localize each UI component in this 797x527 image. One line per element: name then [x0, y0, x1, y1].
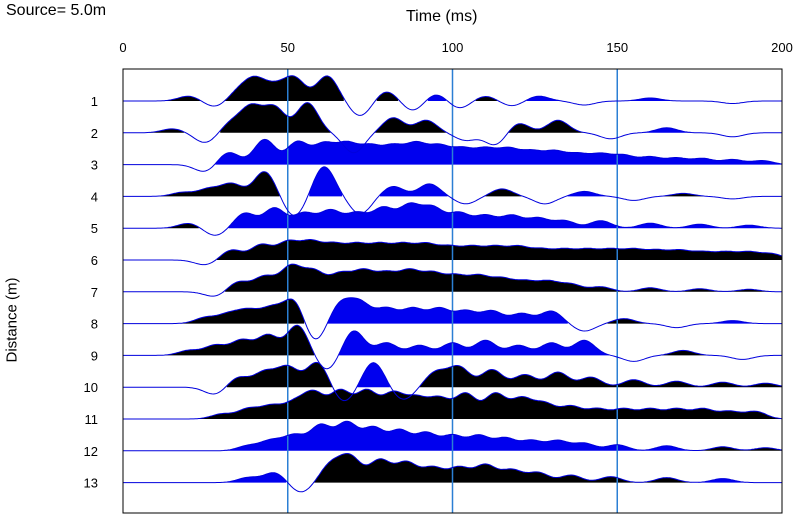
frame-layer [122, 68, 783, 514]
trace-fill-layer [149, 75, 783, 483]
trace-label: 5 [91, 221, 98, 236]
trace-line [123, 166, 782, 216]
trace-lobe-fill [197, 389, 783, 419]
trace-lobe-fill [228, 202, 771, 229]
trace-line [123, 75, 782, 116]
trace-lobe-fill [628, 98, 672, 101]
trace-line [123, 361, 783, 402]
trace-line [123, 263, 782, 297]
trace-lobe-fill [643, 127, 692, 133]
trace-lobe-fill [698, 446, 782, 451]
trace-lobe-fill [220, 102, 331, 133]
trace-lobe-fill [223, 472, 287, 483]
x-axis-label: Time (ms) [406, 8, 478, 25]
trace-label: 1 [91, 94, 98, 109]
trace-line [123, 239, 783, 266]
x-tick-label: 0 [119, 40, 126, 55]
trace-lobe-fill [180, 299, 305, 324]
trace-label: 8 [91, 317, 98, 332]
trace-line [123, 102, 782, 154]
trace-line [123, 452, 782, 493]
trace-lobe-fill [698, 478, 746, 483]
x-tick-label: 50 [281, 40, 295, 55]
trace-line [123, 388, 783, 420]
trace-line [123, 420, 783, 452]
trace-label: 11 [85, 412, 99, 427]
trace-line [123, 297, 782, 340]
trace-lobe-fill [661, 350, 708, 356]
trace-label: 2 [91, 126, 98, 141]
trace-lobe-fill [225, 75, 344, 101]
trace-lobe-fill [338, 331, 609, 356]
trace-lobe-fill [375, 117, 446, 133]
trace-label: 9 [91, 348, 98, 363]
gridline-layer [287, 69, 618, 513]
trace-label: 12 [84, 444, 98, 459]
source-label: Source= 5.0m [6, 2, 107, 19]
trace-lobe-fill [223, 421, 692, 451]
trace-lobe-fill [216, 239, 782, 260]
trace-lobe-fill [225, 264, 771, 292]
trace-label: 10 [84, 380, 98, 395]
trace-label: 7 [91, 285, 98, 300]
x-tick-label: 150 [606, 40, 628, 55]
trace-line-layer [123, 75, 783, 493]
x-tick-label: 100 [442, 40, 464, 55]
trace-lobe-fill [380, 183, 448, 197]
trace-lobe-fill [215, 139, 783, 165]
trace-label: 13 [84, 476, 98, 491]
trace-lobe-fill [314, 453, 692, 483]
trace-lobe-fill [164, 325, 315, 356]
trace-lobe-fill [226, 362, 333, 388]
trace-lobe-fill [356, 362, 390, 388]
trace-label: 4 [91, 189, 98, 204]
trace-line [123, 202, 782, 236]
trace-lobe-fill [526, 96, 560, 101]
x-tick-label: 200 [771, 40, 793, 55]
trace-lobe-fill [419, 365, 782, 388]
plot-frame [122, 68, 783, 514]
trace-lobe-fill [159, 171, 280, 197]
trace-line [123, 324, 782, 370]
trace-lobe-fill [149, 128, 184, 133]
trace-label: 3 [91, 158, 98, 173]
trace-lobe-fill [327, 297, 568, 324]
trace-label: 6 [91, 253, 98, 268]
trace-lobe-fill [663, 193, 705, 197]
trace-line [123, 138, 783, 172]
trace-lobe-fill [711, 320, 754, 324]
